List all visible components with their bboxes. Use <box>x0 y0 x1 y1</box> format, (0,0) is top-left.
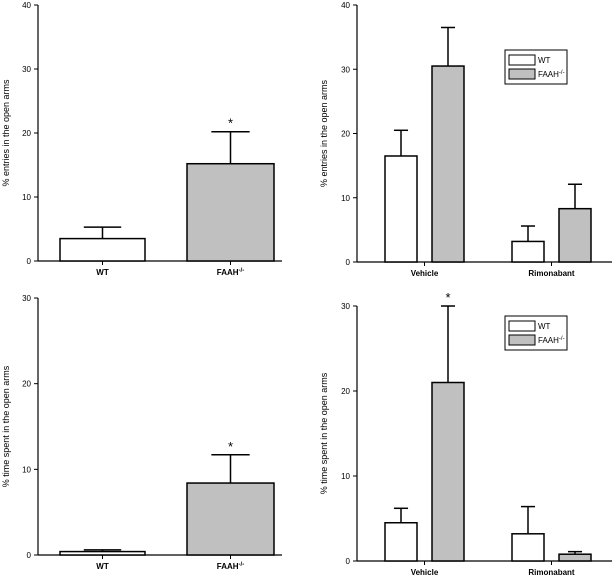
legend-swatch-wt <box>508 54 536 66</box>
legend-label-wt: WT <box>538 322 551 331</box>
y-axis-label: % entries in the open arms <box>319 79 329 187</box>
y-axis-label: % time spent in the open arms <box>319 372 329 494</box>
x-tick-label-wt: WT <box>96 562 109 571</box>
chart-panel-3: 0 10 20 30 % time spent in the open arms WT * F… <box>1 294 282 571</box>
chart-panel-4: 0 10 20 30 % time spent in the open arms * Veh… <box>319 290 612 577</box>
y-tick-label: 30 <box>22 294 31 303</box>
y-tick-label: 20 <box>341 387 350 396</box>
bar-faah-significance: * <box>228 116 233 131</box>
legend-swatch-faah <box>508 68 536 80</box>
legend-swatch-wt <box>508 320 536 332</box>
bar-rimonabant-faah <box>558 553 592 562</box>
bar-vehicle-faah-significance: * <box>445 290 450 305</box>
x-tick-label-rimonabant: Rimonabant <box>528 269 575 278</box>
y-axis-label: % time spent in the open arms <box>1 365 11 487</box>
y-tick-label: 20 <box>22 129 31 138</box>
x-tick-label-faah: FAAH-/- <box>217 562 244 571</box>
y-tick-label: 20 <box>22 380 31 389</box>
chart-panel-1: 0 10 20 30 40 % entries in the open arms WT * FA… <box>1 1 282 277</box>
bar-rimonabant-wt <box>511 533 545 562</box>
bar-vehicle-faah <box>431 65 465 263</box>
y-tick-label: 30 <box>22 65 31 74</box>
bar-wt <box>59 237 146 262</box>
bar-vehicle-faah <box>431 381 465 562</box>
y-tick-label: 10 <box>341 472 350 481</box>
x-tick-label-vehicle: Vehicle <box>411 568 439 577</box>
bar-rimonabant-wt <box>511 240 545 263</box>
y-tick-label: 0 <box>27 257 32 266</box>
y-tick-label: 0 <box>346 557 351 566</box>
y-tick-label: 40 <box>22 1 31 10</box>
y-tick-label: 30 <box>341 302 350 311</box>
y-tick-label: 0 <box>27 551 32 560</box>
legend: WT FAAH-/- <box>504 315 568 351</box>
bar-faah <box>186 162 275 262</box>
legend-swatch-faah <box>508 334 536 346</box>
y-axis-label: % entries in the open arms <box>1 79 11 187</box>
bar-faah-significance: * <box>228 439 233 454</box>
y-tick-label: 0 <box>346 258 351 267</box>
legend: WT FAAH-/- <box>504 49 568 85</box>
x-tick-label-vehicle: Vehicle <box>411 269 439 278</box>
x-tick-label-faah: FAAH-/- <box>217 268 244 277</box>
bar-wt <box>59 550 146 556</box>
bar-vehicle-wt <box>384 522 418 562</box>
x-tick-label-rimonabant: Rimonabant <box>528 568 575 577</box>
y-tick-label: 20 <box>341 130 350 139</box>
legend-label-faah: FAAH-/- <box>538 336 565 345</box>
y-tick-label: 10 <box>22 465 31 474</box>
y-tick-label: 10 <box>341 194 350 203</box>
bar-vehicle-wt <box>384 155 418 263</box>
y-tick-label: 10 <box>22 193 31 202</box>
y-tick-label: 30 <box>341 65 350 74</box>
chart-panel-2: 0 10 20 30 40 % entries in the open arms Vehic… <box>319 1 612 278</box>
x-tick-label-wt: WT <box>96 268 109 277</box>
y-tick-label: 40 <box>341 1 350 10</box>
legend-label-faah: FAAH-/- <box>538 70 565 79</box>
bar-faah <box>186 482 275 556</box>
legend-label-wt: WT <box>538 56 551 65</box>
bar-rimonabant-faah <box>558 207 592 263</box>
